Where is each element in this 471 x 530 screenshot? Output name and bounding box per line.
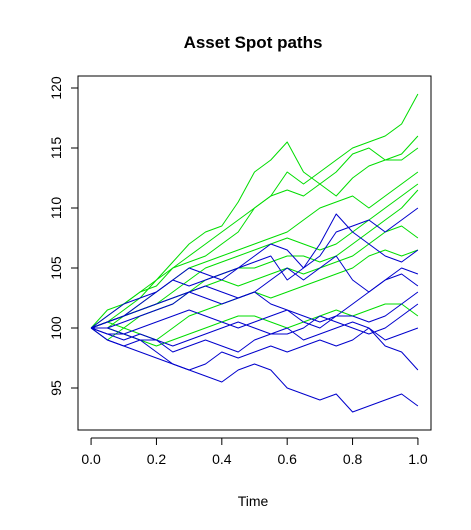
series-green-7 <box>90 225 419 341</box>
y-tick-label: 100 <box>48 316 64 340</box>
series-blue-11 <box>90 213 419 329</box>
x-tick-label: 0.0 <box>81 451 101 467</box>
x-tick-label: 0.8 <box>343 451 363 467</box>
series-blue-17 <box>90 327 419 371</box>
x-tick-label: 0.4 <box>212 451 232 467</box>
y-tick-label: 105 <box>48 256 64 280</box>
y-tick-label: 115 <box>48 137 64 160</box>
series-green-1 <box>90 93 419 329</box>
chart-title: Asset Spot paths <box>184 33 323 52</box>
series-blue-14 <box>90 291 419 335</box>
y-tick-label: 120 <box>48 76 64 100</box>
x-tick-label: 0.2 <box>147 451 167 467</box>
x-tick-label: 0.6 <box>277 451 297 467</box>
series-green-8 <box>90 249 419 341</box>
y-axis: 95 100 105 110 115 120 <box>48 76 79 396</box>
series-layer <box>90 93 419 413</box>
series-green-2 <box>90 135 419 329</box>
y-tick-label: 110 <box>48 197 64 220</box>
series-blue-10 <box>90 207 419 329</box>
series-green-3 <box>90 147 419 329</box>
y-tick-label: 95 <box>48 380 64 396</box>
series-green-9 <box>91 303 419 347</box>
series-green-6 <box>90 189 419 329</box>
x-tick-label: 1.0 <box>408 451 428 467</box>
x-axis-title: Time <box>238 493 269 509</box>
series-blue-18 <box>90 327 419 413</box>
series-blue-13 <box>91 273 419 329</box>
x-axis: 0.0 0.2 0.4 0.6 0.8 1.0 <box>81 437 428 467</box>
series-blue-16 <box>90 321 419 353</box>
